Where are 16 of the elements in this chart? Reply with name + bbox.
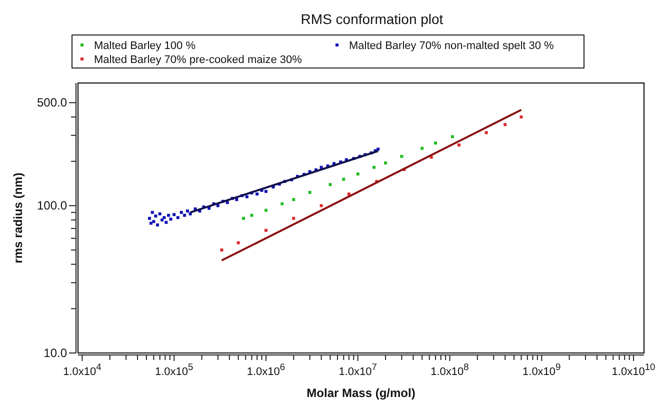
legend-label: Malted Barley 70% pre-cooked maize 30% (94, 54, 302, 66)
x-tick-label: 1.0x10$^{10}$ (612, 362, 656, 378)
x-tick-label: 1.0x10$^{7}$ (338, 362, 377, 378)
legend-label: Malted Barley 100 % (94, 40, 196, 52)
x-axis-title: Molar Mass (g/mol) (306, 386, 416, 400)
y-tick-label: 10.0 (44, 346, 68, 360)
x-tick-label: 1.0x10$^{9}$ (522, 362, 561, 378)
x-tick-label: 1.0x10$^{8}$ (430, 362, 469, 378)
y-axis-title: rms radius (nm) (11, 172, 25, 264)
y-tick-label: 500.0 (36, 96, 68, 110)
x-tick-label: 1.0x10$^{6}$ (246, 362, 286, 378)
x-tick-label: 1.0x10$^{5}$ (154, 362, 194, 378)
chart-title: RMS conformation plot (300, 11, 444, 27)
x-tick-label: 1.0x10$^{4}$ (63, 362, 102, 378)
y-tick-label: 100.0 (36, 198, 68, 213)
legend-label: Malted Barley 70% non-malted spelt 30 % (349, 40, 554, 52)
